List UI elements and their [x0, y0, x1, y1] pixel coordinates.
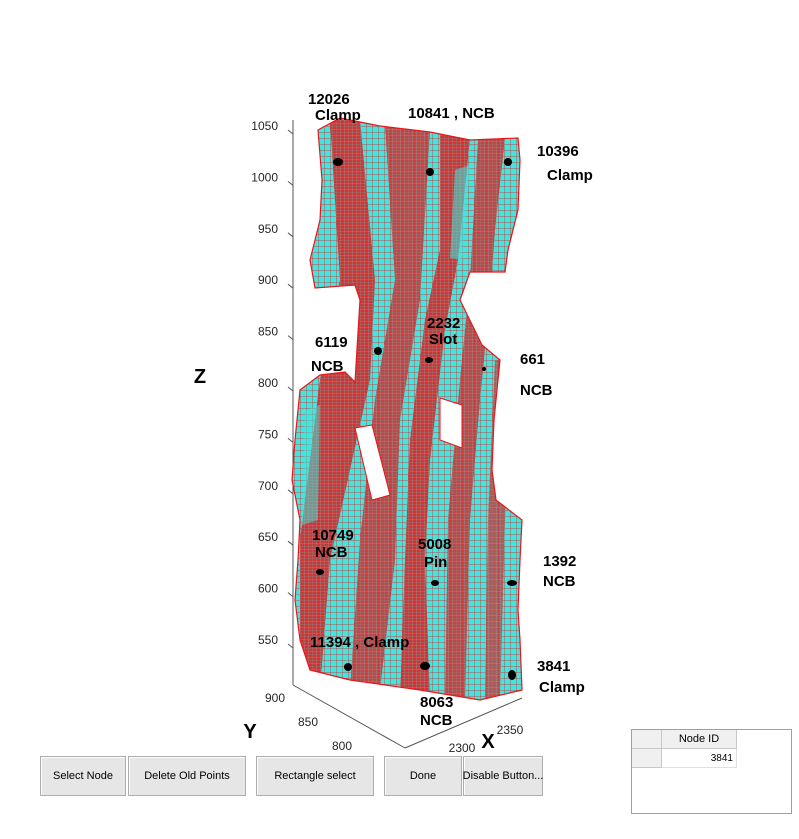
annotation-5008-id: 5008: [418, 536, 451, 553]
axis-tick-mark: [287, 129, 294, 135]
annotation-10749-type: NCB: [315, 544, 348, 561]
axis-tick-mark: [287, 489, 294, 495]
z-tick-label: 750: [258, 427, 278, 441]
rectangle-select-button[interactable]: Rectangle select: [256, 756, 374, 796]
z-axis-label: Z: [194, 366, 206, 388]
z-tick-label: 700: [258, 479, 278, 493]
annotation-2232-type: Slot: [429, 331, 457, 348]
delete-old-points-button[interactable]: Delete Old Points: [128, 756, 246, 796]
node-marker-8063[interactable]: [420, 662, 430, 670]
z-tick-label: 1000: [251, 170, 278, 184]
z-tick-label: 650: [258, 530, 278, 544]
node-marker-3841[interactable]: [508, 670, 516, 680]
z-tick-label: 550: [258, 633, 278, 647]
annotation-661-id: 661: [520, 351, 545, 368]
done-button[interactable]: Done: [384, 756, 462, 796]
annotation-10749-id: 10749: [312, 527, 354, 544]
node-marker-12026[interactable]: [333, 158, 343, 166]
x-axis: 2300 2350: [404, 697, 524, 755]
annotation-8063-id: 8063: [420, 694, 453, 711]
axis-tick-mark: [287, 540, 294, 546]
node-marker-10396[interactable]: [504, 158, 512, 166]
annotation-2232-id: 2232: [427, 315, 460, 332]
annotation-11394: 11394 , Clamp: [310, 634, 409, 651]
z-tick-labels: 1050 1000 950 900 850 800 750 700 650 600 550: [251, 119, 294, 649]
axis-tick-mark: [287, 438, 294, 443]
axis-tick-mark: [287, 232, 294, 238]
node-marker-11394[interactable]: [344, 663, 352, 671]
z-axis: 1050 1000 950 900 850 800 750 700 650 600 550: [251, 119, 294, 685]
node-marker-2232[interactable]: [425, 357, 433, 363]
axis-tick-mark: [287, 386, 294, 392]
annotation-3841-type: Clamp: [539, 679, 585, 696]
mesh-hole-left: [354, 424, 391, 501]
x-axis-label: X: [481, 731, 495, 753]
y-tick-label: 800: [332, 739, 352, 753]
z-tick-label: 600: [258, 582, 278, 596]
column-header-node-id[interactable]: Node ID: [662, 730, 737, 749]
node-marker-10841[interactable]: [426, 168, 434, 176]
x-tick-labels: 2300 2350: [449, 723, 524, 755]
node-marker-1392[interactable]: [507, 580, 517, 586]
node-id-cell[interactable]: 3841: [662, 749, 737, 768]
node-marker-5008[interactable]: [431, 580, 439, 586]
select-node-button[interactable]: Select Node: [40, 756, 126, 796]
node-marker-10749[interactable]: [316, 569, 324, 575]
axis-tick-mark: [287, 335, 294, 340]
annotation-6119-id: 6119: [315, 334, 348, 351]
annotation-10396-id: 10396: [537, 143, 579, 160]
axis-tick-mark: [287, 592, 294, 597]
annotation-1392-id: 1392: [543, 553, 576, 570]
x-tick-label: 2300: [449, 741, 476, 755]
annotation-10396-type: Clamp: [547, 167, 593, 184]
z-tick-label: 800: [258, 376, 278, 390]
annotation-1392-type: NCB: [543, 573, 576, 590]
y-tick-label: 900: [265, 691, 285, 705]
annotation-5008-type: Pin: [424, 554, 447, 571]
sheet-metal-mesh[interactable]: [285, 110, 530, 710]
annotation-661-type: NCB: [520, 382, 553, 399]
node-marker-661[interactable]: [482, 367, 486, 371]
z-tick-label: 850: [258, 325, 278, 339]
row-header[interactable]: [632, 749, 662, 768]
y-axis-label: Y: [243, 721, 257, 743]
z-tick-label: 1050: [251, 119, 278, 133]
y-tick-label: 850: [298, 715, 318, 729]
axis-tick-mark: [287, 643, 294, 649]
node-markers[interactable]: [316, 158, 517, 680]
z-tick-label: 950: [258, 222, 278, 236]
disable-buttons-button[interactable]: Disable Button...: [463, 756, 543, 796]
axis-tick-mark: [287, 283, 294, 289]
x-tick-label: 2350: [497, 723, 524, 737]
node-marker-6119[interactable]: [374, 347, 382, 355]
annotation-10841: 10841 , NCB: [408, 105, 495, 122]
axis-tick-mark: [287, 181, 294, 186]
y-axis: 900 850 800: [265, 684, 406, 753]
annotation-3841-id: 3841: [537, 658, 570, 675]
annotation-12026-id: 12026: [308, 91, 350, 108]
node-id-table[interactable]: Node ID 3841: [631, 729, 792, 814]
annotation-6119-type: NCB: [311, 358, 344, 375]
mesh-hole-right: [439, 397, 463, 449]
y-tick-labels: 900 850 800: [265, 691, 352, 753]
annotation-12026-type: Clamp: [315, 107, 361, 124]
table-corner: [632, 730, 662, 749]
z-tick-label: 900: [258, 273, 278, 287]
annotation-8063-type: NCB: [420, 712, 453, 729]
